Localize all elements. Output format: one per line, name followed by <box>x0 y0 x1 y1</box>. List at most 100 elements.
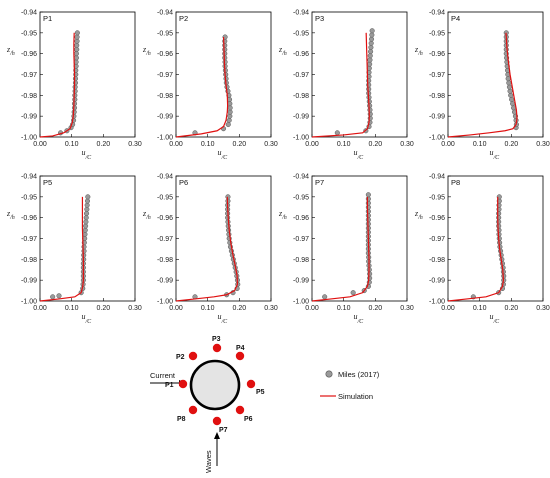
y-axis-label: z/h <box>414 45 423 57</box>
x-tick-label: 0.10 <box>201 305 215 312</box>
probe-p4-marker <box>235 351 245 361</box>
x-tick-label: 0.20 <box>233 141 247 148</box>
panel-title: P3 <box>315 14 324 23</box>
x-tick-label: 0.20 <box>97 141 111 148</box>
probe-p4-label: P4 <box>236 345 245 352</box>
y-tick-label: -0.96 <box>157 215 173 222</box>
simulation-line <box>39 32 76 138</box>
x-tick-label: 0.10 <box>337 141 351 148</box>
y-tick-label: -0.96 <box>293 215 309 222</box>
miles-data-point <box>74 30 80 36</box>
y-tick-label: -0.98 <box>157 257 173 264</box>
cylinder <box>189 359 241 411</box>
panel-p2: P2 0.00 0.10 0.20 0.30 -0.94 -0.95 -0.96 -0.97 -0… <box>142 10 278 162</box>
panel-title: P4 <box>451 14 460 23</box>
x-tick-label: 0.20 <box>97 305 111 312</box>
miles-data-point <box>496 223 502 229</box>
panel-frame <box>447 11 544 138</box>
probe-p8-marker <box>188 405 198 415</box>
x-tick-label: 0.00 <box>441 305 455 312</box>
x-axis-label: u/C <box>82 312 93 325</box>
miles-data-point <box>368 36 375 42</box>
y-tick-label: -0.99 <box>429 114 445 121</box>
panel-p8: P8 0.00 0.10 0.20 0.30 -0.94 -0.95 -0.96 -0.97 -0… <box>414 174 550 326</box>
y-tick-label: -0.97 <box>293 72 309 79</box>
miles-data-point <box>366 82 372 88</box>
probe-p5-marker <box>246 379 256 389</box>
probe-p2-label: P2 <box>176 354 185 361</box>
x-axis-label: u/C <box>218 312 229 325</box>
miles-data-point <box>56 293 62 299</box>
x-tick-label: 0.30 <box>128 141 142 148</box>
panel-title: P2 <box>179 14 188 23</box>
miles-data-point <box>367 53 373 59</box>
panel-p7: P7 0.00 0.10 0.20 0.30 -0.94 -0.95 -0.96 -0.97 -0… <box>278 174 414 326</box>
miles-data-point <box>74 42 80 48</box>
x-tick-label: 0.30 <box>264 141 278 148</box>
y-tick-label: -0.97 <box>429 72 445 79</box>
miles-data-point <box>367 107 373 113</box>
miles-data-point <box>510 101 516 107</box>
probe-p1-label: P1 <box>165 382 174 389</box>
miles-data-point <box>72 96 78 103</box>
x-tick-label: 0.00 <box>33 141 47 148</box>
x-tick-label: 0.30 <box>536 141 550 148</box>
panel-p6: P6 0.00 0.10 0.20 0.30 -0.94 -0.95 -0.96 -0.97 -0… <box>142 174 278 326</box>
simulation-line <box>447 32 518 138</box>
y-tick-label: -0.99 <box>293 114 309 121</box>
y-tick-label: -0.96 <box>293 51 309 58</box>
miles-data-point <box>506 84 512 90</box>
panel-frame <box>311 175 408 302</box>
y-tick-label: -0.94 <box>293 174 309 181</box>
miles-data-point <box>496 227 502 233</box>
x-tick-label: 0.20 <box>233 305 247 312</box>
probe-p8-label: P8 <box>177 416 186 423</box>
y-tick-label: -0.98 <box>21 257 37 264</box>
miles-data-point <box>350 290 356 296</box>
x-tick-label: 0.20 <box>369 305 383 312</box>
panel-title: P7 <box>315 178 324 187</box>
panel-frame <box>39 11 136 138</box>
y-tick-label: -0.94 <box>157 10 173 17</box>
y-axis-label: z/h <box>142 209 151 221</box>
miles-data-point <box>508 92 514 98</box>
y-tick-label: -0.95 <box>429 30 445 37</box>
probe-p3-marker <box>212 343 222 353</box>
legend-miles-marker <box>325 370 333 378</box>
probe-p7-label: P7 <box>219 427 228 434</box>
miles-data-point <box>368 44 374 50</box>
y-tick-label: -0.95 <box>21 30 37 37</box>
miles-data-point <box>369 32 375 38</box>
panel-frame <box>311 11 408 138</box>
y-tick-label: -0.98 <box>429 93 445 100</box>
x-tick-label: 0.00 <box>305 141 319 148</box>
y-tick-label: -0.96 <box>157 51 173 58</box>
miles-data-point <box>222 42 228 48</box>
y-tick-label: -0.97 <box>157 236 173 243</box>
miles-data-point <box>84 206 90 212</box>
x-axis-label: u/C <box>354 312 365 325</box>
x-axis-label: u/C <box>354 148 365 161</box>
x-tick-label: 0.20 <box>505 141 519 148</box>
miles-data-point <box>322 294 328 300</box>
y-tick-label: -1.00 <box>293 299 309 306</box>
legend: Miles (2017) Simulation <box>320 370 380 401</box>
x-axis-label: u/C <box>490 148 501 161</box>
y-tick-label: -0.95 <box>429 194 445 201</box>
miles-data-point <box>227 105 233 111</box>
panel-title: P5 <box>43 178 52 187</box>
y-tick-label: -0.94 <box>429 10 445 17</box>
miles-data-point <box>50 294 56 300</box>
miles-data-point <box>83 215 89 221</box>
miles-data-point <box>367 271 373 277</box>
panel-frame <box>447 175 544 302</box>
miles-data-point <box>81 248 87 254</box>
x-tick-label: 0.20 <box>369 141 383 148</box>
miles-data-point <box>365 208 371 214</box>
y-tick-label: -0.99 <box>21 114 37 121</box>
legend-miles-label: Miles (2017) <box>338 370 380 379</box>
panel-p4: P4 0.00 0.10 0.20 0.30 -0.94 -0.95 -0.96 -0.97 -0… <box>414 10 550 162</box>
miles-data-point <box>227 113 233 119</box>
miles-data-point <box>365 200 371 206</box>
miles-data-point <box>222 46 228 53</box>
